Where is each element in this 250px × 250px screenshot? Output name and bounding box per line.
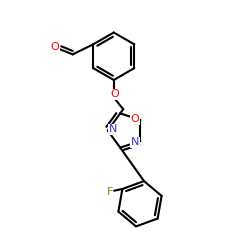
Text: O: O (50, 42, 59, 52)
Text: O: O (130, 114, 139, 124)
Text: N: N (108, 124, 117, 134)
Text: F: F (106, 187, 113, 197)
Text: O: O (110, 89, 120, 99)
Text: N: N (131, 137, 140, 147)
